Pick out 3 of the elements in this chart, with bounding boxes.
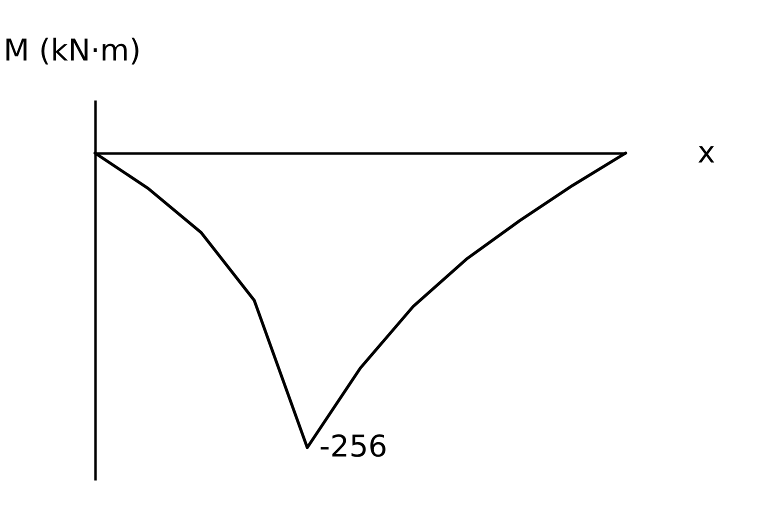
annotation: -256: [319, 430, 388, 465]
y-axis-title: M (kN·m): [4, 34, 141, 68]
x-axis-title: x: [698, 136, 716, 171]
